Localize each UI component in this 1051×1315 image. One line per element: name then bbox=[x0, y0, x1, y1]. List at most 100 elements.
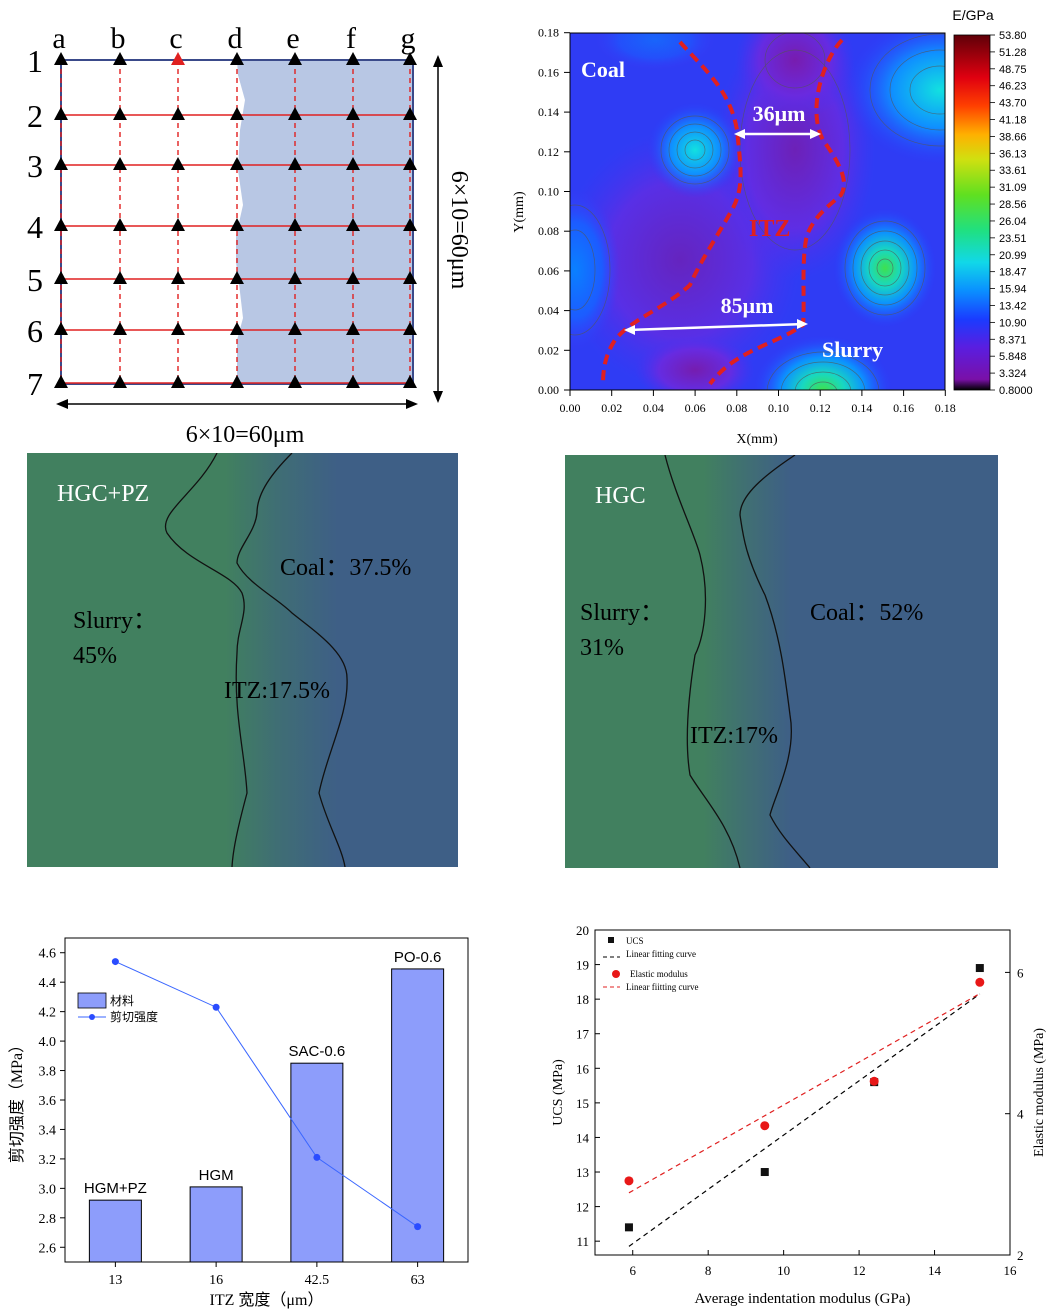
y-axis-title: Y(mm) bbox=[512, 191, 527, 233]
indent-point bbox=[113, 271, 127, 284]
indent-point bbox=[171, 218, 185, 231]
y-tick-label: 3.6 bbox=[39, 1094, 57, 1109]
indent-point bbox=[230, 218, 244, 231]
legend-label: 剪切强度 bbox=[110, 1009, 158, 1024]
x-tick-label: 0.06 bbox=[685, 401, 706, 415]
row-label: 3 bbox=[27, 148, 43, 184]
y-tick-label: 18 bbox=[576, 992, 589, 1007]
indent-point bbox=[54, 218, 68, 231]
colorbar-tick-label: 53.80 bbox=[999, 30, 1027, 42]
colorbar-tick-label: 8.371 bbox=[999, 334, 1027, 346]
x-tick-label: 6 bbox=[629, 1263, 636, 1278]
column-label: c bbox=[169, 22, 182, 55]
indent-point bbox=[288, 107, 302, 120]
x-tick-label: 10 bbox=[777, 1263, 790, 1278]
panel-title: HGC bbox=[595, 483, 646, 509]
colorbar-tick-label: 15.94 bbox=[999, 284, 1027, 296]
y-tick-label: 15 bbox=[576, 1096, 589, 1111]
indent-point bbox=[403, 322, 417, 335]
grid-panel: a b c d e f g 1 2 3 4 5 6 7 6×10=60μm 6×10=60μm bbox=[0, 0, 520, 450]
x-tick-label: 0.14 bbox=[851, 401, 872, 415]
slurry-fraction-value: 31% bbox=[580, 635, 624, 661]
y-tick-label: 19 bbox=[576, 958, 589, 973]
x-arrow-head-right bbox=[406, 399, 418, 409]
colorbar-tick-label: 31.09 bbox=[999, 182, 1027, 194]
indent-point bbox=[113, 52, 127, 65]
slurry-fraction-value: 45% bbox=[73, 643, 117, 669]
y-axis-title: 剪切强度（MPa） bbox=[8, 1037, 26, 1163]
width-arrow-bottom bbox=[626, 322, 806, 332]
indent-point bbox=[54, 157, 68, 170]
bar bbox=[189, 1186, 243, 1263]
bar-label: PO-0.6 bbox=[394, 949, 442, 966]
indent-point bbox=[346, 271, 360, 284]
ucs-point bbox=[624, 1223, 633, 1232]
slurry-fraction-label: Slurry： bbox=[580, 600, 664, 626]
y-axis-title: UCS (MPa) bbox=[551, 1059, 566, 1126]
ucs-point bbox=[975, 964, 984, 973]
plot-frame bbox=[594, 929, 1011, 1256]
x-tick-label: 8 bbox=[705, 1263, 712, 1278]
y-arrow-head-bottom bbox=[433, 391, 443, 403]
indent-point bbox=[54, 322, 68, 335]
colorbar-tick-label: 13.42 bbox=[999, 300, 1027, 312]
row-label: 5 bbox=[27, 262, 43, 298]
y-tick-label: 0.06 bbox=[538, 264, 559, 278]
row-label: 4 bbox=[27, 209, 43, 245]
bar bbox=[88, 1199, 142, 1263]
contour-field bbox=[570, 33, 945, 390]
x-tick-label: 0.00 bbox=[560, 401, 581, 415]
indent-point bbox=[230, 52, 244, 65]
modulus-point bbox=[760, 1121, 770, 1131]
indent-point bbox=[403, 52, 417, 65]
hgc-panel: HGC Coal：52% Slurry： 31% ITZ:17% bbox=[565, 454, 998, 869]
indent-point bbox=[346, 52, 360, 65]
colorbar-tick-label: 23.51 bbox=[999, 233, 1027, 245]
y-tick-label: 4.0 bbox=[39, 1035, 57, 1050]
colorbar-ticks: 53.80 51.28 48.75 46.23 43.70 41.18 38.66 36.13… bbox=[990, 30, 1033, 397]
colorbar-title: E/GPa bbox=[952, 7, 993, 23]
slurry-itz-boundary bbox=[664, 454, 741, 869]
indent-point bbox=[171, 271, 185, 284]
itz-fraction: ITZ:17.5% bbox=[224, 678, 330, 704]
indent-point bbox=[171, 157, 185, 170]
y-tick-label: 16 bbox=[576, 1061, 590, 1076]
indent-point bbox=[230, 271, 244, 284]
row-label: 2 bbox=[27, 98, 43, 134]
x-axis-ticks: 0.00 0.02 0.04 0.06 0.08 0.10 0.12 0.14 0.16 0.18 bbox=[560, 390, 956, 415]
legend-label: Elastic modulus bbox=[630, 969, 688, 979]
bar-label: HGM bbox=[199, 1167, 234, 1184]
x-tick-label: 0.02 bbox=[601, 401, 622, 415]
ucs-modulus-chart: 6 8 10 12 14 16 11 12 13 14 15 16 17 18 19 20 2 4 6 UCS Line… bbox=[551, 923, 1047, 1307]
x-axis-title: Average indentation modulus (GPa) bbox=[695, 1291, 911, 1307]
indent-point bbox=[113, 107, 127, 120]
coal-fraction: Coal：52% bbox=[810, 600, 923, 626]
x-tick-label: 0.04 bbox=[643, 401, 664, 415]
y-tick-label: 0.04 bbox=[538, 304, 559, 318]
legend-modulus-swatch bbox=[612, 970, 620, 978]
shear-strength-chart: 2.6 2.8 3.0 3.2 3.4 3.6 3.8 4.0 4.2 4.4 4.6 HGM+PZ 1… bbox=[8, 937, 469, 1309]
y-tick-label: 4.4 bbox=[39, 976, 57, 991]
y-tick-label: 3.0 bbox=[39, 1182, 57, 1197]
colorbar-tick-label: 0.8000 bbox=[999, 385, 1033, 397]
x-axis-title: X(mm) bbox=[736, 432, 778, 447]
y-tick-label: 0.16 bbox=[538, 65, 559, 79]
y-tick-label: 12 bbox=[576, 1200, 589, 1215]
y-tick-label: 14 bbox=[576, 1130, 590, 1145]
indent-point bbox=[230, 322, 244, 335]
legend-label: UCS bbox=[626, 936, 644, 946]
colorbar-tick-label: 3.324 bbox=[999, 368, 1027, 380]
bar-label: SAC-0.6 bbox=[289, 1043, 346, 1060]
slurry-fraction-label: Slurry： bbox=[73, 608, 157, 634]
indent-point bbox=[288, 218, 302, 231]
bar bbox=[290, 1062, 344, 1263]
indent-point bbox=[171, 107, 185, 120]
column-label: e bbox=[286, 22, 299, 55]
indent-point bbox=[346, 322, 360, 335]
y-tick-label: 0.02 bbox=[538, 343, 559, 357]
y-tick-label: 3.8 bbox=[39, 1065, 57, 1080]
x-dimension-label: 6×10=60μm bbox=[186, 422, 305, 448]
y-tick-label: 3.2 bbox=[39, 1153, 57, 1168]
indent-point bbox=[54, 107, 68, 120]
y-tick-label: 13 bbox=[576, 1165, 589, 1180]
